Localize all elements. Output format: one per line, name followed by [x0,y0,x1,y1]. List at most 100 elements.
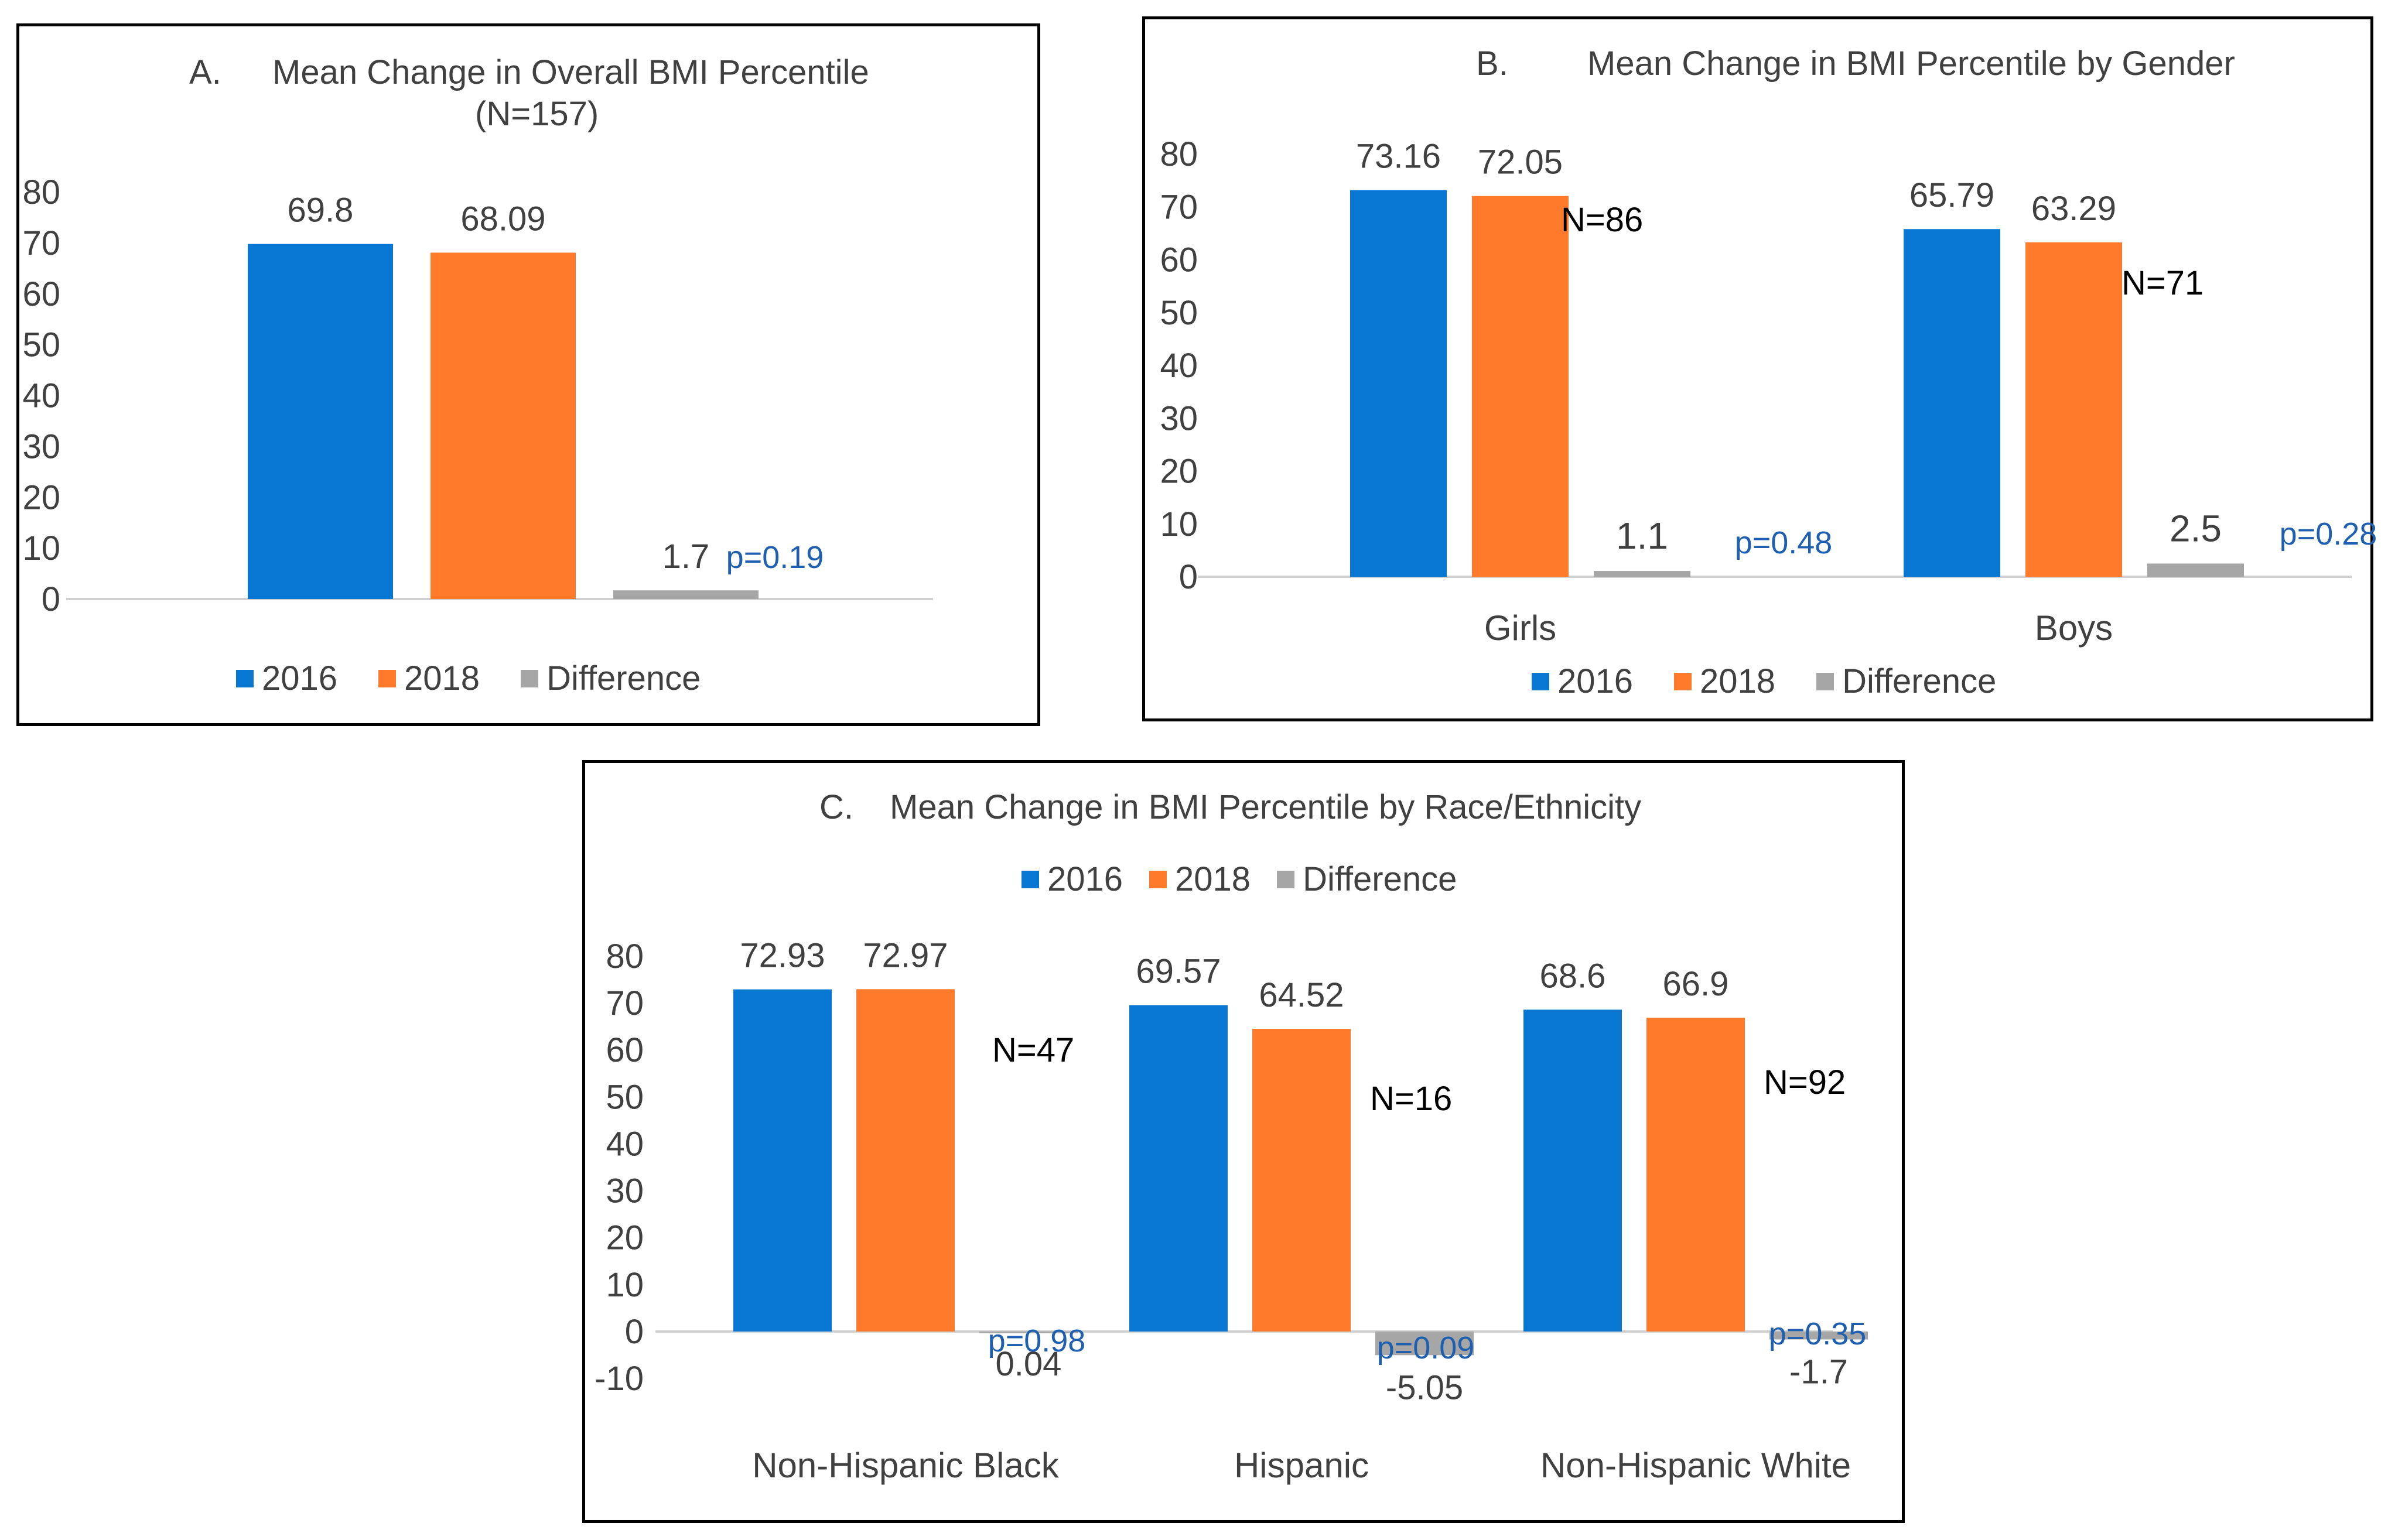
data-label-2016-girls: 73.16 [1356,138,1441,176]
n-label-hispanic: N=16 [1370,1080,1452,1118]
data-label-2016-boys: 65.79 [1909,176,1994,214]
panel-a-overall: A. Mean Change in Overall BMI Percentile… [16,23,1040,726]
data-label-difference-non-hispanic-white: -1.7 [1789,1353,1848,1391]
legend-label-2016: 2016 [262,659,338,697]
n-label-non-hispanic-black: N=47 [992,1031,1074,1069]
legend-label-2018: 2018 [1175,860,1251,898]
data-label-2018-girls: 72.05 [1478,143,1563,182]
legend-item-2018: 2018 [1149,860,1251,899]
data-label-2018-hispanic: 64.52 [1259,976,1344,1014]
panel-a-title: Mean Change in Overall BMI Percentile [272,53,869,91]
legend-item-2016: 2016 [236,659,337,698]
data-label-difference-girls: 1.1 [1616,515,1668,557]
y-tick-label: 0 [42,580,60,618]
y-tick-label: 0 [625,1313,644,1351]
category-label-non-hispanic-black: Non-Hispanic Black [752,1446,1060,1485]
category-label-girls: Girls [1484,608,1556,648]
panel-c-label: C. [819,788,853,826]
panel-b-gender: B. Mean Change in BMI Percentile by Gend… [1142,16,2377,721]
chart-a-svg: 0 10 20 30 40 50 60 70 80 69.8 68.09 1.7 p=0.19 [22,173,933,618]
legend-label-2016: 2016 [1557,662,1634,700]
legend-swatch-2018 [1149,870,1167,888]
bar-2018-hispanic [1252,1029,1351,1332]
y-tick-label: 50 [22,326,60,364]
bar-2016-hispanic [1129,1005,1228,1332]
y-tick-label: -10 [595,1360,644,1398]
chart-c-svg: -10 0 10 20 30 40 50 60 70 80 72.93 72.97 0.04 Non-Hi… [595,936,1868,1485]
y-tick-label: 80 [22,173,60,211]
p-value-non-hispanic-black: p=0.98 [988,1323,1086,1358]
bar-2016-boys [1904,229,2000,577]
legend-item-2016: 2016 [1532,662,1633,701]
y-tick-label: 70 [606,984,644,1022]
bar-difference-hispanic [1375,1331,1474,1356]
bar-difference-non-hispanic-black [979,1331,1078,1333]
bar-2016-non-hispanic-black [733,989,832,1332]
bar-2016-overall [248,244,393,599]
y-tick-label: 50 [606,1078,644,1116]
legend-item-difference: Difference [1816,662,1996,701]
panel-a-subtitle: (N=157) [475,95,599,133]
data-label-difference-hispanic: -5.05 [1386,1368,1463,1406]
p-value-hispanic: p=0.09 [1377,1330,1475,1366]
legend-item-difference: Difference [521,659,701,698]
legend-label-difference: Difference [1842,662,1997,700]
data-label-difference-overall: 1.7 [662,538,710,576]
data-label-difference-non-hispanic-black: 0.04 [996,1345,1062,1383]
y-tick-label: 70 [1160,188,1198,226]
data-label-2018-boys: 63.29 [2031,190,2116,228]
data-label-2018-non-hispanic-white: 66.9 [1663,965,1729,1003]
legend-swatch-2016 [236,669,254,687]
legend-label-difference: Difference [546,659,701,697]
panel-b-label: B. [1476,45,1508,83]
y-tick-label: 10 [606,1266,644,1304]
y-tick-label: 60 [22,275,60,313]
y-tick-label: 30 [606,1172,644,1210]
legend-item-difference: Difference [1277,860,1457,899]
category-label-boys: Boys [2035,608,2113,648]
y-tick-label: 40 [22,377,60,415]
y-tick-label: 10 [1160,505,1198,543]
data-label-2018-overall: 68.09 [460,200,545,238]
data-label-2016-overall: 69.8 [288,191,354,230]
panel-b-title: Mean Change in BMI Percentile by Gender [1587,45,2235,83]
y-tick-label: 40 [1160,347,1198,385]
legend-label-2018: 2018 [404,659,480,697]
y-tick-label: 70 [22,224,60,262]
y-tick-label: 80 [1160,135,1198,173]
y-tick-label: 60 [1160,241,1198,279]
bar-2018-girls [1472,196,1569,577]
y-tick-label: 20 [606,1219,644,1257]
y-tick-label: 80 [606,937,644,976]
legend-label-2018: 2018 [1700,662,1776,700]
legend-swatch-2016 [1532,672,1549,690]
chart-b-svg: 0 10 20 30 40 50 60 70 80 73.16 72.05 1.1 Girls N=86 p… [1160,135,2377,648]
p-value-overall: p=0.19 [726,540,824,575]
p-value-boys: p=0.28 [2280,516,2377,552]
legend-b: 2016 2018 Difference [1532,662,1996,701]
data-label-2016-hispanic: 69.57 [1136,953,1221,991]
legend-label-2016: 2016 [1047,860,1123,898]
y-tick-label: 30 [22,427,60,466]
legend-swatch-difference [521,669,539,687]
legend-a: 2016 2018 Difference [236,659,701,698]
bar-difference-non-hispanic-white [1769,1331,1868,1340]
legend-swatch-2016 [1022,870,1039,888]
bar-2018-non-hispanic-black [856,989,955,1332]
category-label-hispanic: Hispanic [1234,1446,1369,1485]
legend-swatch-difference [1277,870,1295,888]
bar-difference-overall [613,590,759,599]
y-tick-label: 50 [1160,294,1198,332]
panel-c-title: Mean Change in BMI Percentile by Race/Et… [890,788,1642,826]
y-tick-label: 40 [606,1125,644,1163]
y-tick-label: 30 [1160,399,1198,437]
data-label-2018-non-hispanic-black: 72.97 [863,936,948,974]
legend-label-difference: Difference [1303,860,1457,898]
legend-item-2016: 2016 [1022,860,1123,899]
legend-c: 2016 2018 Difference [1022,860,1457,899]
y-tick-label: 20 [22,478,60,516]
bar-difference-boys [2147,563,2244,577]
n-label-girls: N=86 [1561,201,1643,239]
category-label-non-hispanic-white: Non-Hispanic White [1540,1446,1851,1485]
y-tick-label: 60 [606,1031,644,1069]
